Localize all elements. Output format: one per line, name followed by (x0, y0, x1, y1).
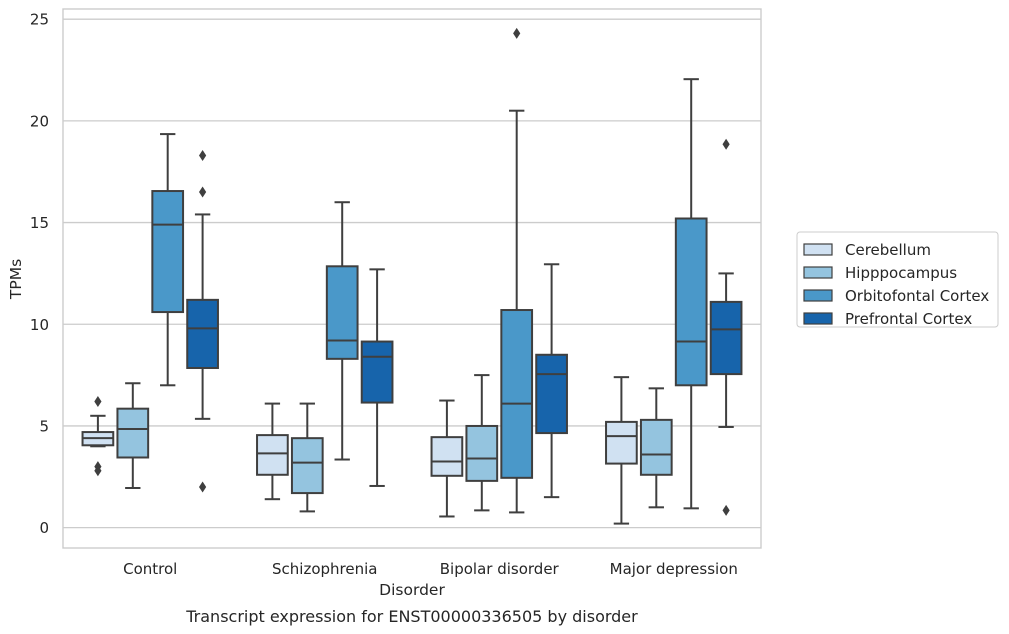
legend-swatch (803, 266, 833, 279)
box-iqr (325, 265, 359, 360)
box-cerebellum-bipolar-disorder (430, 399, 464, 518)
outlier-point (94, 396, 102, 408)
box-orbitofontal-cortex-major-depression (674, 78, 708, 510)
box-hipppocampus-control (116, 382, 150, 489)
box-orbitofontal-cortex-control (151, 133, 185, 387)
legend: Cerebellum Hipppocampus Orbitofontal Corte… (796, 231, 999, 328)
y-tick-label: 10 (30, 316, 49, 334)
legend-swatch (803, 243, 833, 256)
outlier-point (199, 186, 207, 198)
legend-label: Cerebellum (845, 241, 931, 259)
box-prefrontal-cortex-bipolar-disorder (535, 263, 568, 499)
box-groups (81, 27, 743, 525)
y-tick-label: 20 (30, 112, 49, 130)
box-hipppocampus-bipolar-disorder (465, 374, 499, 512)
box-prefrontal-cortex-major-depression (709, 138, 743, 516)
chart-caption: Transcript expression for ENST0000033650… (185, 607, 638, 626)
outlier-point (513, 27, 521, 39)
x-tick-label: Control (123, 560, 177, 578)
box-cerebellum-major-depression (605, 376, 638, 525)
box-orbitofontal-cortex-schizophrenia (325, 201, 359, 461)
x-tick-label: Bipolar disorder (440, 560, 560, 578)
box-prefrontal-cortex-control (186, 149, 219, 493)
y-tick-label: 15 (30, 214, 49, 232)
y-axis-label: TPMs (7, 259, 25, 300)
box-iqr (430, 436, 464, 477)
box-iqr (360, 340, 394, 404)
y-axis-ticks: 0 5 10 15 20 25 (30, 11, 49, 537)
plot-frame (62, 8, 762, 549)
box-hipppocampus-schizophrenia (290, 402, 324, 513)
box-iqr (674, 217, 708, 387)
box-cerebellum-control (81, 396, 115, 477)
x-axis-ticks: Control Schizophrenia Bipolar disorder Majo… (123, 560, 738, 578)
legend-swatch (803, 289, 833, 302)
box-iqr (500, 309, 534, 479)
x-tick-label: Schizophrenia (272, 560, 377, 578)
outlier-point (94, 465, 102, 477)
legend-label: Hipppocampus (845, 264, 957, 282)
x-axis-label: Disorder (379, 581, 445, 599)
legend-frame (796, 231, 999, 328)
y-tick-label: 25 (30, 11, 49, 29)
box-cerebellum-schizophrenia (256, 402, 289, 501)
box-iqr (151, 190, 185, 314)
box-iqr (116, 407, 150, 459)
box-iqr (186, 298, 219, 369)
outlier-point (199, 481, 207, 493)
box-orbitofontal-cortex-bipolar-disorder (500, 27, 534, 514)
outlier-point (722, 138, 730, 150)
box-iqr (290, 437, 324, 495)
outlier-point (199, 149, 207, 161)
legend-label: Orbitofontal Cortex (845, 287, 989, 305)
box-iqr (465, 424, 499, 482)
y-tick-label: 5 (39, 417, 49, 435)
box-hipppocampus-major-depression (639, 387, 673, 509)
box-prefrontal-cortex-schizophrenia (360, 268, 394, 487)
box-iqr (709, 300, 743, 376)
outlier-point (722, 504, 730, 516)
box-iqr (256, 434, 289, 476)
y-tick-label: 0 (39, 519, 49, 537)
legend-label: Prefrontal Cortex (845, 310, 972, 328)
legend-swatch (803, 312, 833, 325)
x-tick-label: Major depression (610, 560, 738, 578)
box-iqr (605, 420, 638, 465)
box-iqr (535, 353, 568, 435)
box-iqr (639, 418, 673, 476)
